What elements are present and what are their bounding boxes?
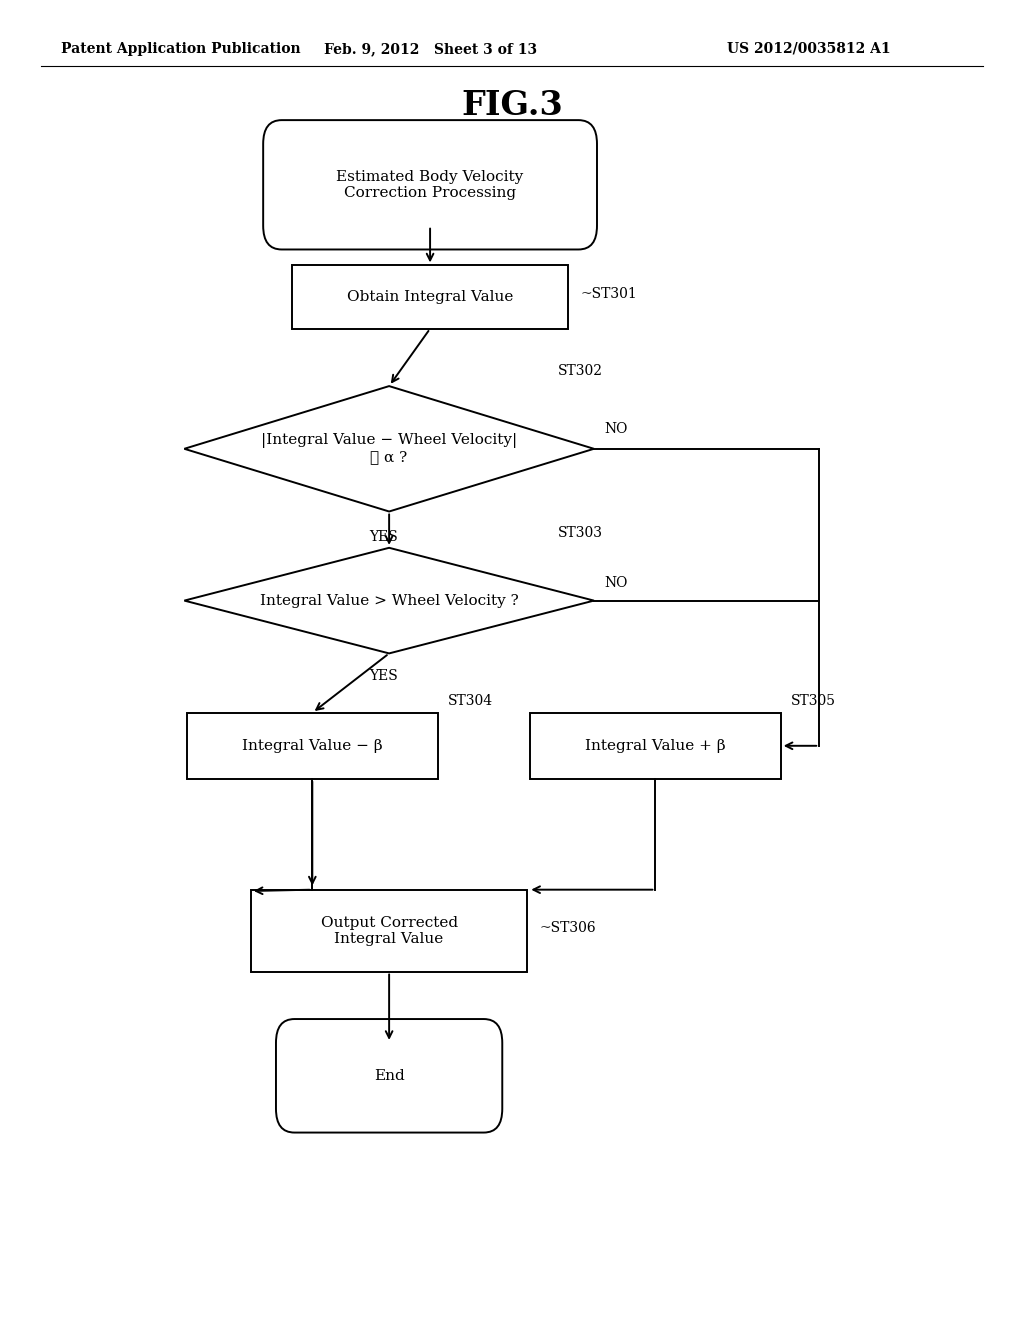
Bar <box>186 713 438 779</box>
Bar <box>251 890 527 972</box>
Text: Integral Value + β: Integral Value + β <box>585 739 726 752</box>
Text: US 2012/0035812 A1: US 2012/0035812 A1 <box>727 42 891 55</box>
Text: ST304: ST304 <box>449 693 494 708</box>
FancyBboxPatch shape <box>275 1019 502 1133</box>
Polygon shape <box>184 548 594 653</box>
Text: ST303: ST303 <box>558 525 603 540</box>
Text: Obtain Integral Value: Obtain Integral Value <box>347 290 513 304</box>
Text: Integral Value − β: Integral Value − β <box>242 739 383 752</box>
Text: ~ST306: ~ST306 <box>540 921 596 935</box>
Text: YES: YES <box>370 529 398 544</box>
Text: Estimated Body Velocity
Correction Processing: Estimated Body Velocity Correction Proce… <box>337 170 523 199</box>
Text: NO: NO <box>604 421 628 436</box>
Bar <box>292 265 568 329</box>
Polygon shape <box>184 385 594 511</box>
Text: ST305: ST305 <box>791 693 836 708</box>
Text: End: End <box>374 1069 404 1082</box>
Text: |Integral Value − Wheel Velocity|
≧ α ?: |Integral Value − Wheel Velocity| ≧ α ? <box>261 433 517 465</box>
Text: Integral Value > Wheel Velocity ?: Integral Value > Wheel Velocity ? <box>260 594 518 607</box>
Text: Output Corrected
Integral Value: Output Corrected Integral Value <box>321 916 458 945</box>
Text: ~ST301: ~ST301 <box>581 288 637 301</box>
Text: NO: NO <box>604 576 628 590</box>
Text: ST302: ST302 <box>558 364 603 378</box>
FancyBboxPatch shape <box>263 120 597 249</box>
Text: YES: YES <box>370 669 398 684</box>
Bar <box>530 713 781 779</box>
Text: Patent Application Publication: Patent Application Publication <box>61 42 301 55</box>
Text: FIG.3: FIG.3 <box>461 88 563 121</box>
Text: Feb. 9, 2012   Sheet 3 of 13: Feb. 9, 2012 Sheet 3 of 13 <box>324 42 537 55</box>
